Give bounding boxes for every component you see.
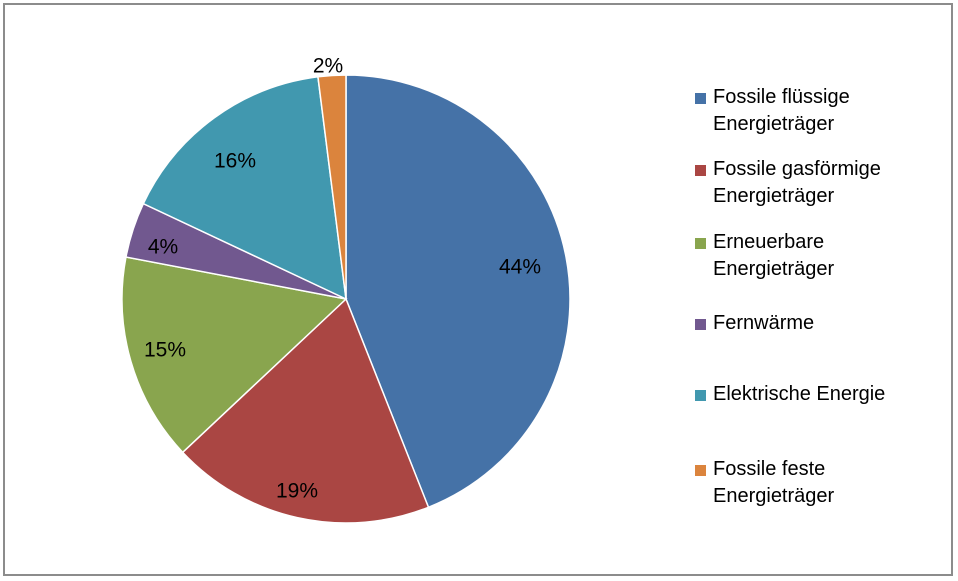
pie-slice [142,75,347,301]
slice-data-label: 4% [148,236,178,259]
legend-item: Fossile gasförmige Energieträger [695,156,881,210]
legend-item: Fernwärme [695,310,814,337]
legend-label: Energieträger [713,258,835,280]
legend-label: Fossile flüssige [713,86,850,108]
pie-slice [317,74,347,300]
legend-item: Fossile feste Energieträger [695,456,834,510]
legend-label: Energieträger [713,185,835,207]
legend-item: Fossile flüssige Energieträger [695,84,850,138]
legend-label: Energieträger [713,485,835,507]
pie-slice [345,74,571,509]
slice-data-label: 2% [313,55,343,78]
legend-label: Erneuerbare [713,231,825,253]
legend-swatch [695,390,706,401]
legend-swatch [695,165,706,176]
legend-swatch [695,238,706,249]
legend-label: Fossile gasförmige [713,158,881,180]
legend-label: Fossile feste [713,458,826,480]
pie-slice [181,297,430,524]
legend-label: Elektrische Energie [713,383,886,405]
legend-item: Elektrische Energie [695,381,885,408]
legend-item: Erneuerbare Energieträger [695,229,834,283]
legend-label: Energieträger [713,113,835,135]
pie-slice [121,256,348,454]
slice-data-label: 16% [214,150,256,173]
slice-data-label: 44% [499,256,541,279]
legend-swatch [695,93,706,104]
legend-swatch [695,319,706,330]
slice-data-label: 15% [144,339,186,362]
legend-swatch [695,465,706,476]
slice-data-label: 19% [276,480,318,503]
legend-label: Fernwärme [713,312,815,334]
